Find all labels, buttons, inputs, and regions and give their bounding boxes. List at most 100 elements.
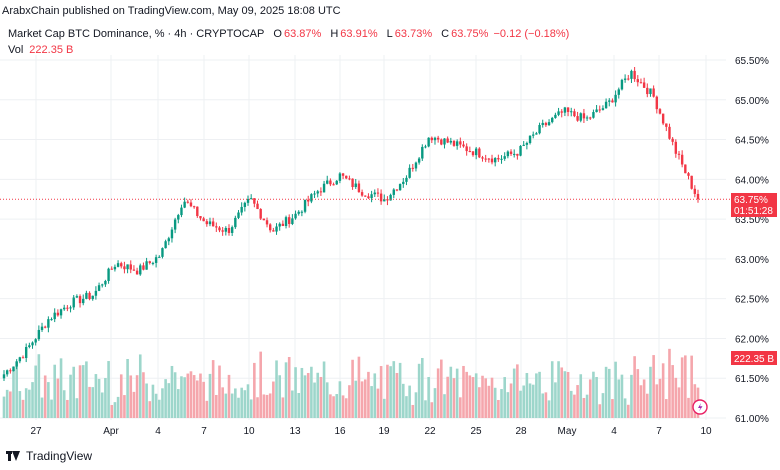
candle-body [490,158,494,163]
volume-bar [338,381,342,418]
candle-body [493,158,497,163]
volume-bar [306,372,310,418]
change-value: −0.12 (−0.18%) [493,28,570,40]
candle-body [538,125,541,134]
candle-body [379,193,383,202]
candle-body [544,122,548,126]
volume-bar [211,360,215,418]
x-tick-label: May [558,426,577,437]
candle-body [139,265,142,275]
candle-body [617,89,620,95]
volume-bar [37,354,41,418]
volume-bar [157,399,161,418]
candle-body [585,117,589,119]
candle-body [322,183,326,193]
candle-body [427,137,430,147]
candle-body [132,269,136,271]
candle-body [440,139,443,145]
candle-body [608,100,611,102]
price-axis[interactable]: 65.50% 65.00% 64.50% 64.00% 63.50% 63.00% 62.5… [735,56,769,425]
volume-bar [173,372,177,418]
volume-bar [291,390,294,418]
candle-body [192,206,196,208]
volume-bar [620,374,624,418]
volume-bar [107,361,110,418]
candle-body [107,268,110,281]
volume-bar [142,372,145,418]
candle-body [525,142,529,145]
volume-bar [12,369,15,418]
tradingview-brand[interactable]: TradingView [6,449,92,463]
volume-bar [275,360,278,418]
volume-bar [265,394,269,418]
candle-body [164,241,167,249]
volume-bar [259,351,262,418]
candle-body [509,151,513,155]
candle-body [91,295,94,300]
symbol-title[interactable]: Market Cap BTC Dominance, % · 4h · CRYPT… [8,28,265,40]
candle-body [414,162,418,169]
volume-bar [278,375,281,418]
candle-body [240,206,243,213]
candle-body [642,82,646,88]
candle-body [177,215,180,220]
volume-bar [465,371,468,418]
volume-bar [205,400,209,418]
volume-bar [123,395,126,418]
time-axis[interactable]: 27 Apr 4 7 10 13 16 19 22 25 28 May 4 7 10 [30,426,712,437]
volume-bar [40,397,44,418]
volume-bar [357,356,361,418]
candle-body [275,226,278,232]
volume-bar [398,362,402,418]
volume-bar [208,373,212,418]
candle-body [500,158,503,160]
candle-body [503,156,506,159]
y-tick-label: 63.00% [735,255,769,266]
candle-body [85,292,88,299]
candle-body [116,263,120,267]
volume-bar [132,391,136,418]
candle-body [398,184,402,191]
candle-body [2,374,6,379]
candle-body [173,219,177,230]
close-label: C [441,28,450,40]
high-label: H [330,28,339,40]
candle-body [230,227,234,233]
volume-bar [256,397,259,418]
candle-body [573,111,576,117]
close-value: 63.75% [451,28,489,40]
candle-body [66,307,69,309]
volume-bar [332,396,335,418]
candle-body [123,266,126,270]
volume-bar [287,356,291,418]
last-price-badge [731,193,777,217]
volume-bar [443,394,446,418]
volume-bar [652,355,655,418]
candle-body [28,345,31,347]
events-icon[interactable] [692,399,708,415]
x-tick-label: 10 [700,426,712,437]
grid [0,55,726,420]
candle-body [665,123,668,127]
candle-body [208,221,212,225]
volume-bar [576,385,579,418]
candle-body [357,183,361,193]
candle-body [291,218,294,224]
y-tick-label: 64.50% [735,136,769,147]
candle-body [97,285,101,291]
candle-body [623,78,627,80]
volume-bar [180,376,183,418]
candle-body [129,264,132,270]
volume-bar [215,394,218,418]
volume-bar [541,393,545,418]
y-tick-label: 65.00% [735,96,769,107]
volume-bar [284,362,288,418]
candle-body [307,199,310,202]
volume-bar [585,394,589,418]
volume-bar [116,396,120,418]
low-value: 63.73% [394,28,433,40]
last-price-label: 63.75% [734,195,768,206]
candle-body [319,191,323,193]
x-tick-label: 22 [424,426,436,437]
